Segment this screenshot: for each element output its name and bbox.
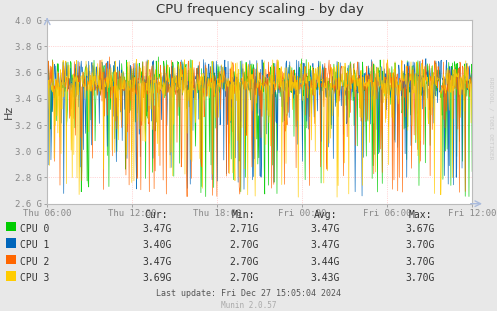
- Text: 3.43G: 3.43G: [311, 273, 340, 283]
- Title: CPU frequency scaling - by day: CPU frequency scaling - by day: [156, 3, 364, 16]
- Text: 3.40G: 3.40G: [142, 240, 171, 250]
- Text: 3.70G: 3.70G: [405, 257, 435, 267]
- Text: CPU 0: CPU 0: [20, 224, 49, 234]
- Text: 3.47G: 3.47G: [311, 224, 340, 234]
- Text: 3.47G: 3.47G: [311, 240, 340, 250]
- Text: Min:: Min:: [232, 210, 255, 220]
- Text: Munin 2.0.57: Munin 2.0.57: [221, 301, 276, 310]
- Text: 2.70G: 2.70G: [229, 257, 258, 267]
- Text: 2.71G: 2.71G: [229, 224, 258, 234]
- Text: Cur:: Cur:: [145, 210, 168, 220]
- Text: CPU 3: CPU 3: [20, 273, 49, 283]
- Text: 3.69G: 3.69G: [142, 273, 171, 283]
- Text: CPU 2: CPU 2: [20, 257, 49, 267]
- Text: 3.47G: 3.47G: [142, 257, 171, 267]
- Text: 3.67G: 3.67G: [405, 224, 435, 234]
- Text: 3.70G: 3.70G: [405, 240, 435, 250]
- Text: Avg:: Avg:: [314, 210, 337, 220]
- Text: 2.70G: 2.70G: [229, 273, 258, 283]
- Text: 2.70G: 2.70G: [229, 240, 258, 250]
- Text: 3.44G: 3.44G: [311, 257, 340, 267]
- Y-axis label: Hz: Hz: [3, 105, 13, 119]
- Text: RRDTOOL / TOBI OETIKER: RRDTOOL / TOBI OETIKER: [488, 77, 493, 160]
- Text: Max:: Max:: [408, 210, 432, 220]
- Text: Last update: Fri Dec 27 15:05:04 2024: Last update: Fri Dec 27 15:05:04 2024: [156, 290, 341, 298]
- Text: CPU 1: CPU 1: [20, 240, 49, 250]
- Text: 3.47G: 3.47G: [142, 224, 171, 234]
- Text: 3.70G: 3.70G: [405, 273, 435, 283]
